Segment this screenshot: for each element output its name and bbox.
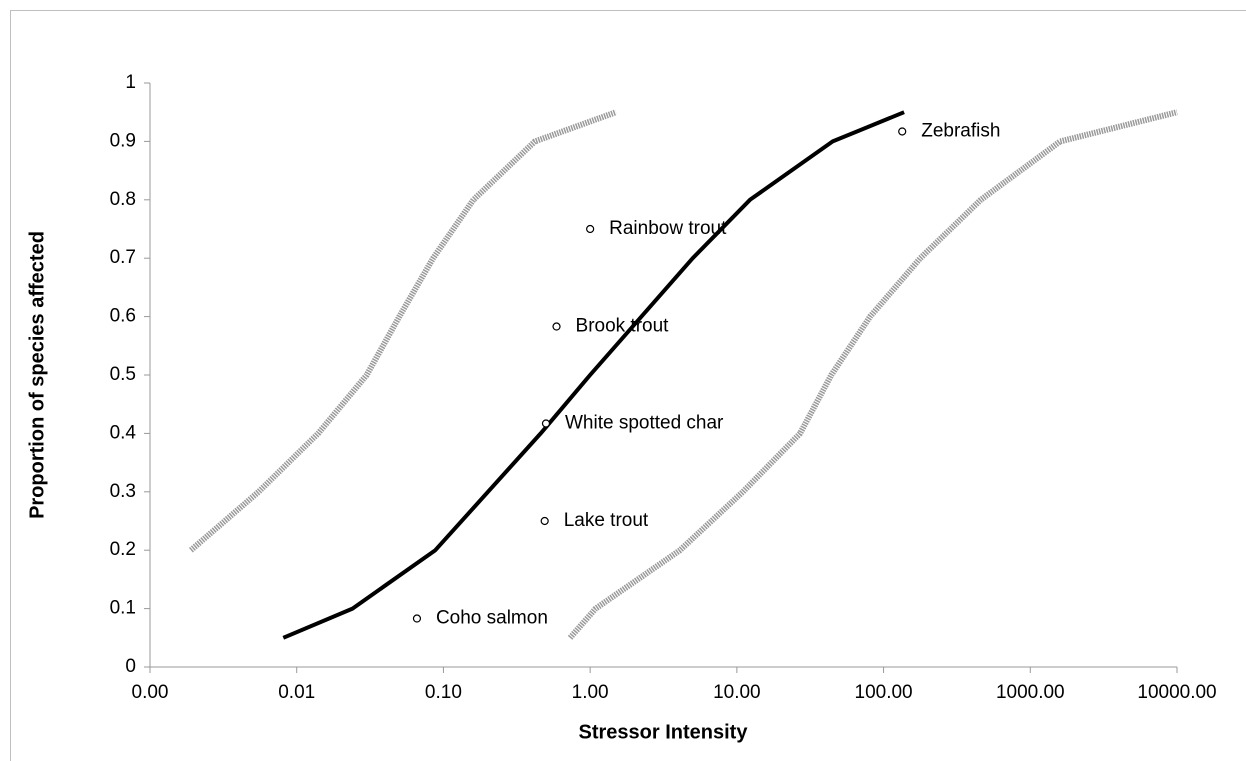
y-tick-label: 0.5 (110, 364, 136, 385)
x-tick-label: 0.00 (132, 682, 169, 703)
y-tick-label: 1 (125, 72, 136, 93)
x-tick-label: 1000.00 (996, 682, 1065, 703)
fit-line (282, 110, 905, 640)
x-tick-label: 0.10 (425, 682, 462, 703)
y-tick-label: 0.4 (110, 422, 137, 443)
y-tick-label: 0.2 (110, 539, 136, 560)
y-tick-label: 0.1 (110, 598, 136, 619)
y-axis-title: Proportion of species affected (26, 231, 48, 519)
y-tick-label: 0.6 (110, 306, 136, 327)
data-point (586, 224, 595, 234)
chart-frame (10, 10, 1246, 761)
y-tick-label: 0.3 (110, 481, 136, 502)
y-tick-label: 0.8 (110, 189, 136, 210)
point-label: Lake trout (564, 510, 649, 531)
x-tick-label: 100.00 (855, 682, 913, 703)
x-tick-label: 10000.00 (1137, 682, 1216, 703)
point-label: Brook trout (576, 316, 670, 337)
point-label: Rainbow trout (609, 218, 727, 239)
data-point (898, 127, 907, 136)
x-tick-label: 10.00 (713, 682, 761, 703)
x-tick-label: 1.00 (572, 682, 609, 703)
point-label: Zebrafish (921, 120, 1000, 141)
data-point (540, 516, 549, 526)
y-tick-label: 0 (125, 656, 136, 677)
y-tick-label: 0.7 (110, 247, 136, 268)
data-point (412, 614, 422, 623)
x-axis-title: Stressor Intensity (579, 721, 749, 743)
data-point (552, 322, 561, 331)
x-tick-label: 0.01 (278, 682, 315, 703)
point-label: White spotted char (565, 412, 724, 433)
bound-line (188, 109, 618, 553)
point-label: Coho salmon (436, 608, 548, 629)
data-point (541, 419, 551, 428)
bound-line (567, 109, 1178, 640)
y-tick-label: 0.9 (110, 130, 136, 151)
